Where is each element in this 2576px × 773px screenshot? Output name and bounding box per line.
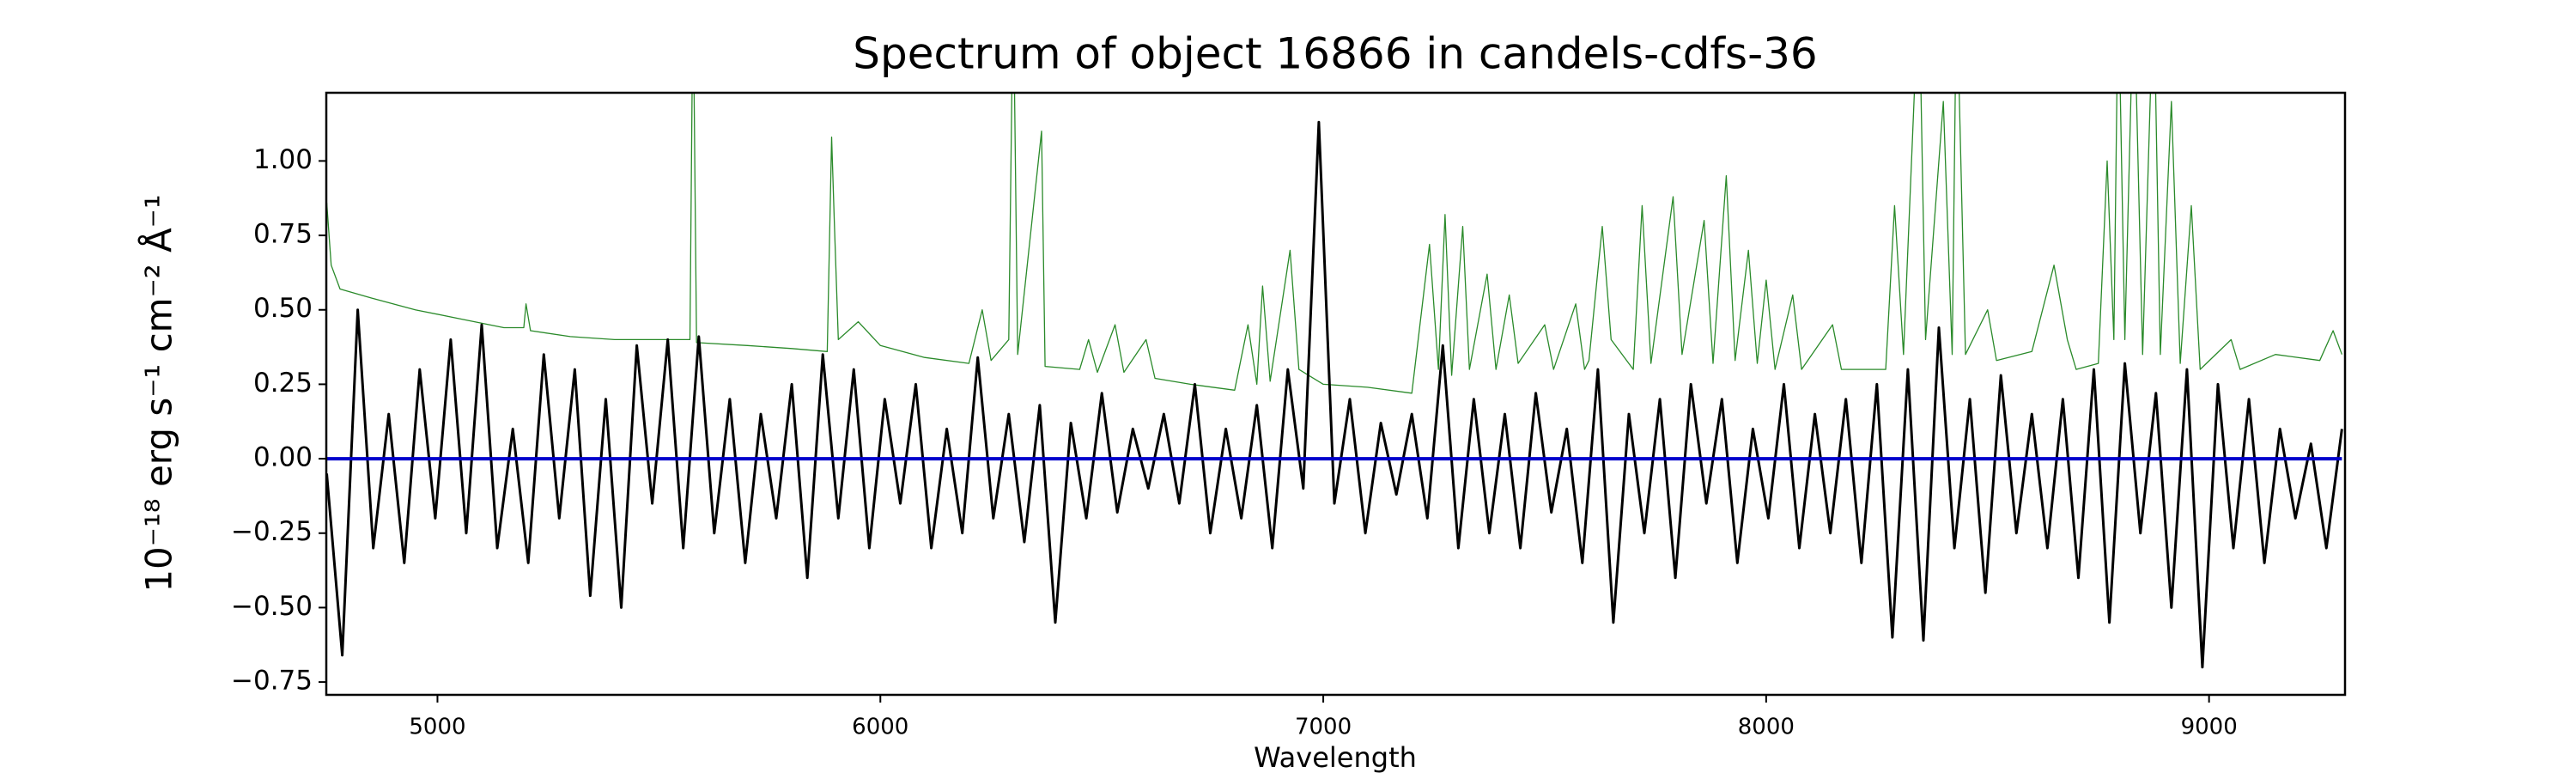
chart-title: Spectrum of object 16866 in candels-cdfs… <box>853 29 1818 79</box>
y-tick-label: 0.50 <box>253 293 313 324</box>
y-tick-label: 1.00 <box>253 144 313 175</box>
y-tick-label: 0.25 <box>253 368 313 399</box>
y-tick-label: 0.75 <box>253 219 313 250</box>
y-axis-title: 10⁻¹⁸ erg s⁻¹ cm⁻² Å⁻¹ <box>137 194 180 592</box>
spectrum-line <box>326 120 2343 669</box>
y-tick-label: −0.25 <box>231 516 313 547</box>
x-tick-label: 7000 <box>1295 715 1352 740</box>
y-tick-label: 0.00 <box>253 442 313 473</box>
x-tick-label: 8000 <box>1738 715 1795 740</box>
x-tick-label: 9000 <box>2181 715 2238 740</box>
spectrum-line <box>326 93 2343 394</box>
x-tick-label: 5000 <box>409 715 465 740</box>
y-tick-label: −0.50 <box>231 591 313 622</box>
y-tick-label: −0.75 <box>231 666 313 697</box>
plot-area <box>326 93 2343 669</box>
axes-frame <box>325 91 2347 697</box>
x-axis-title: Wavelength <box>1254 741 1417 773</box>
x-tick-label: 6000 <box>852 715 908 740</box>
